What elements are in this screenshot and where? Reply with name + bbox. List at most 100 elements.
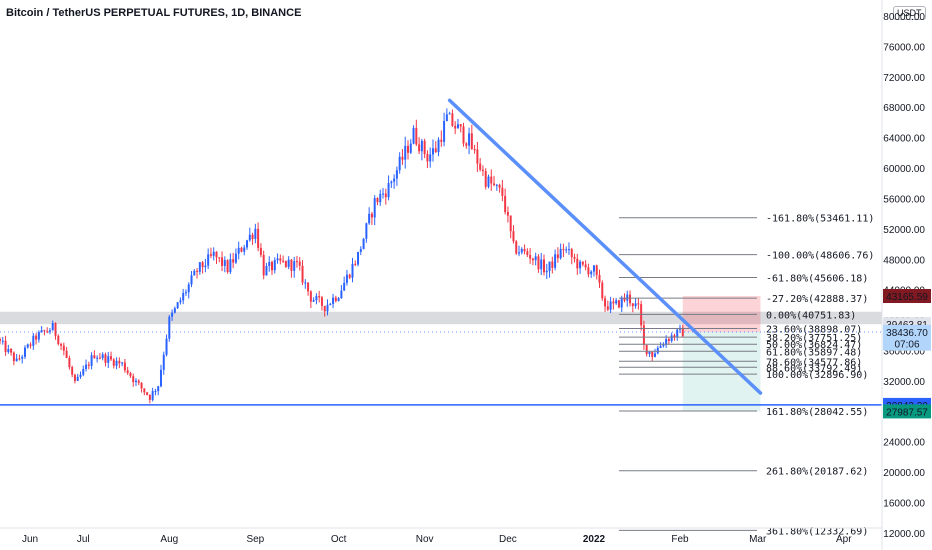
candle-body: [412, 127, 415, 144]
candle-body: [512, 231, 515, 242]
fib-level-label: 50.00%(36824.47): [766, 340, 862, 351]
candle-body: [590, 271, 593, 275]
candle-body: [659, 346, 662, 348]
candle-body: [76, 376, 79, 381]
fib-level-label: 88.60%(33792.49): [766, 363, 862, 374]
candle-body: [301, 265, 304, 283]
candle-body: [179, 300, 182, 303]
candle-body: [218, 257, 221, 259]
candle-body: [526, 251, 529, 255]
candle-body: [46, 331, 49, 333]
candle-body: [54, 323, 57, 336]
price-tick-label: 36000.00: [883, 346, 925, 357]
candle-body: [26, 344, 29, 348]
candle-body: [343, 282, 346, 291]
candle-body: [462, 126, 465, 144]
candle-body: [284, 260, 287, 267]
price-tick-label: 60000.00: [883, 164, 925, 175]
candle-body: [190, 275, 193, 285]
candle-body: [337, 298, 340, 301]
currency-selector[interactable]: USDT: [893, 6, 926, 20]
candle-body: [268, 262, 271, 266]
candle-body: [368, 213, 371, 224]
candle-body: [334, 297, 337, 301]
fib-level-label: -161.80%(53461.11): [766, 214, 874, 225]
candle-body: [207, 254, 210, 266]
candle-body: [48, 330, 51, 332]
candle-body: [165, 338, 168, 355]
candle-body: [542, 259, 545, 273]
fib-level-label: -27.20%(42888.37): [766, 294, 868, 305]
chart-title: Bitcoin / TetherUS PERPETUAL FUTURES, 1D…: [6, 7, 302, 19]
candle-body: [404, 145, 407, 160]
candle-body: [515, 241, 518, 254]
candle-body: [395, 170, 398, 179]
candle-body: [176, 302, 179, 309]
candle-body: [112, 359, 115, 366]
candle-body: [104, 354, 107, 363]
price-tick-label: 32000.00: [883, 377, 925, 388]
candle-body: [470, 133, 473, 150]
fib-level-label: 361.80%(12332.69): [766, 526, 868, 537]
price-axis-badge: [883, 289, 931, 304]
price-tick-label: 12000.00: [883, 529, 925, 540]
candle-body: [487, 176, 490, 187]
fib-level-label: 61.80%(35897.48): [766, 347, 862, 358]
candle-body: [626, 294, 629, 301]
candle-body: [32, 335, 35, 346]
candle-body: [265, 265, 268, 276]
candle-body: [509, 215, 512, 232]
candle-body: [434, 148, 437, 153]
candle-body: [520, 248, 523, 253]
candle-body: [126, 370, 129, 374]
time-tick-label: Jul: [77, 534, 90, 545]
candle-body: [370, 213, 373, 218]
candle-body: [259, 247, 262, 255]
candle-body: [309, 291, 312, 302]
candle-body: [12, 352, 15, 362]
candle-body: [134, 380, 137, 383]
candle-body: [631, 303, 634, 307]
price-axis-badge: [883, 324, 931, 339]
candle-body: [43, 330, 46, 332]
candle-body: [415, 127, 418, 145]
candle-body: [637, 303, 640, 305]
candle-body: [601, 282, 604, 299]
candle-body: [204, 265, 207, 268]
candle-body: [656, 347, 659, 354]
candle-body: [226, 260, 229, 273]
candle-body: [537, 256, 540, 270]
candle-body: [132, 376, 135, 383]
candle-body: [151, 391, 154, 400]
candle-body: [229, 259, 232, 273]
candle-body: [320, 297, 323, 306]
time-tick-label: Apr: [836, 534, 852, 545]
candle-body: [240, 247, 243, 252]
price-tick-label: 20000.00: [883, 468, 925, 479]
fib-level-label: -61.80%(45606.18): [766, 273, 868, 284]
price-axis-badge-label: 43165.59: [886, 292, 928, 303]
candle-body: [237, 247, 240, 254]
candle-body: [587, 267, 590, 275]
price-axis-badge-label: 38436.70: [886, 328, 928, 339]
candle-body: [379, 193, 382, 203]
candle-body: [581, 261, 584, 265]
price-tick-label: 16000.00: [883, 499, 925, 510]
candle-body: [615, 300, 618, 304]
candle-body: [187, 284, 190, 293]
candle-body: [493, 183, 496, 186]
candle-body: [440, 139, 443, 142]
time-tick-label: Feb: [671, 534, 689, 545]
fib-level-label: 23.60%(38898.07): [766, 324, 862, 335]
price-axis-badge-label: 27987.57: [886, 407, 928, 418]
candle-body: [629, 294, 632, 304]
time-tick-label: Oct: [331, 534, 347, 545]
candle-body: [182, 293, 185, 301]
price-tick-label: 68000.00: [883, 103, 925, 114]
candle-body: [29, 344, 32, 346]
candle-body: [79, 374, 82, 377]
candle-body: [620, 297, 623, 308]
candle-body: [559, 248, 562, 259]
